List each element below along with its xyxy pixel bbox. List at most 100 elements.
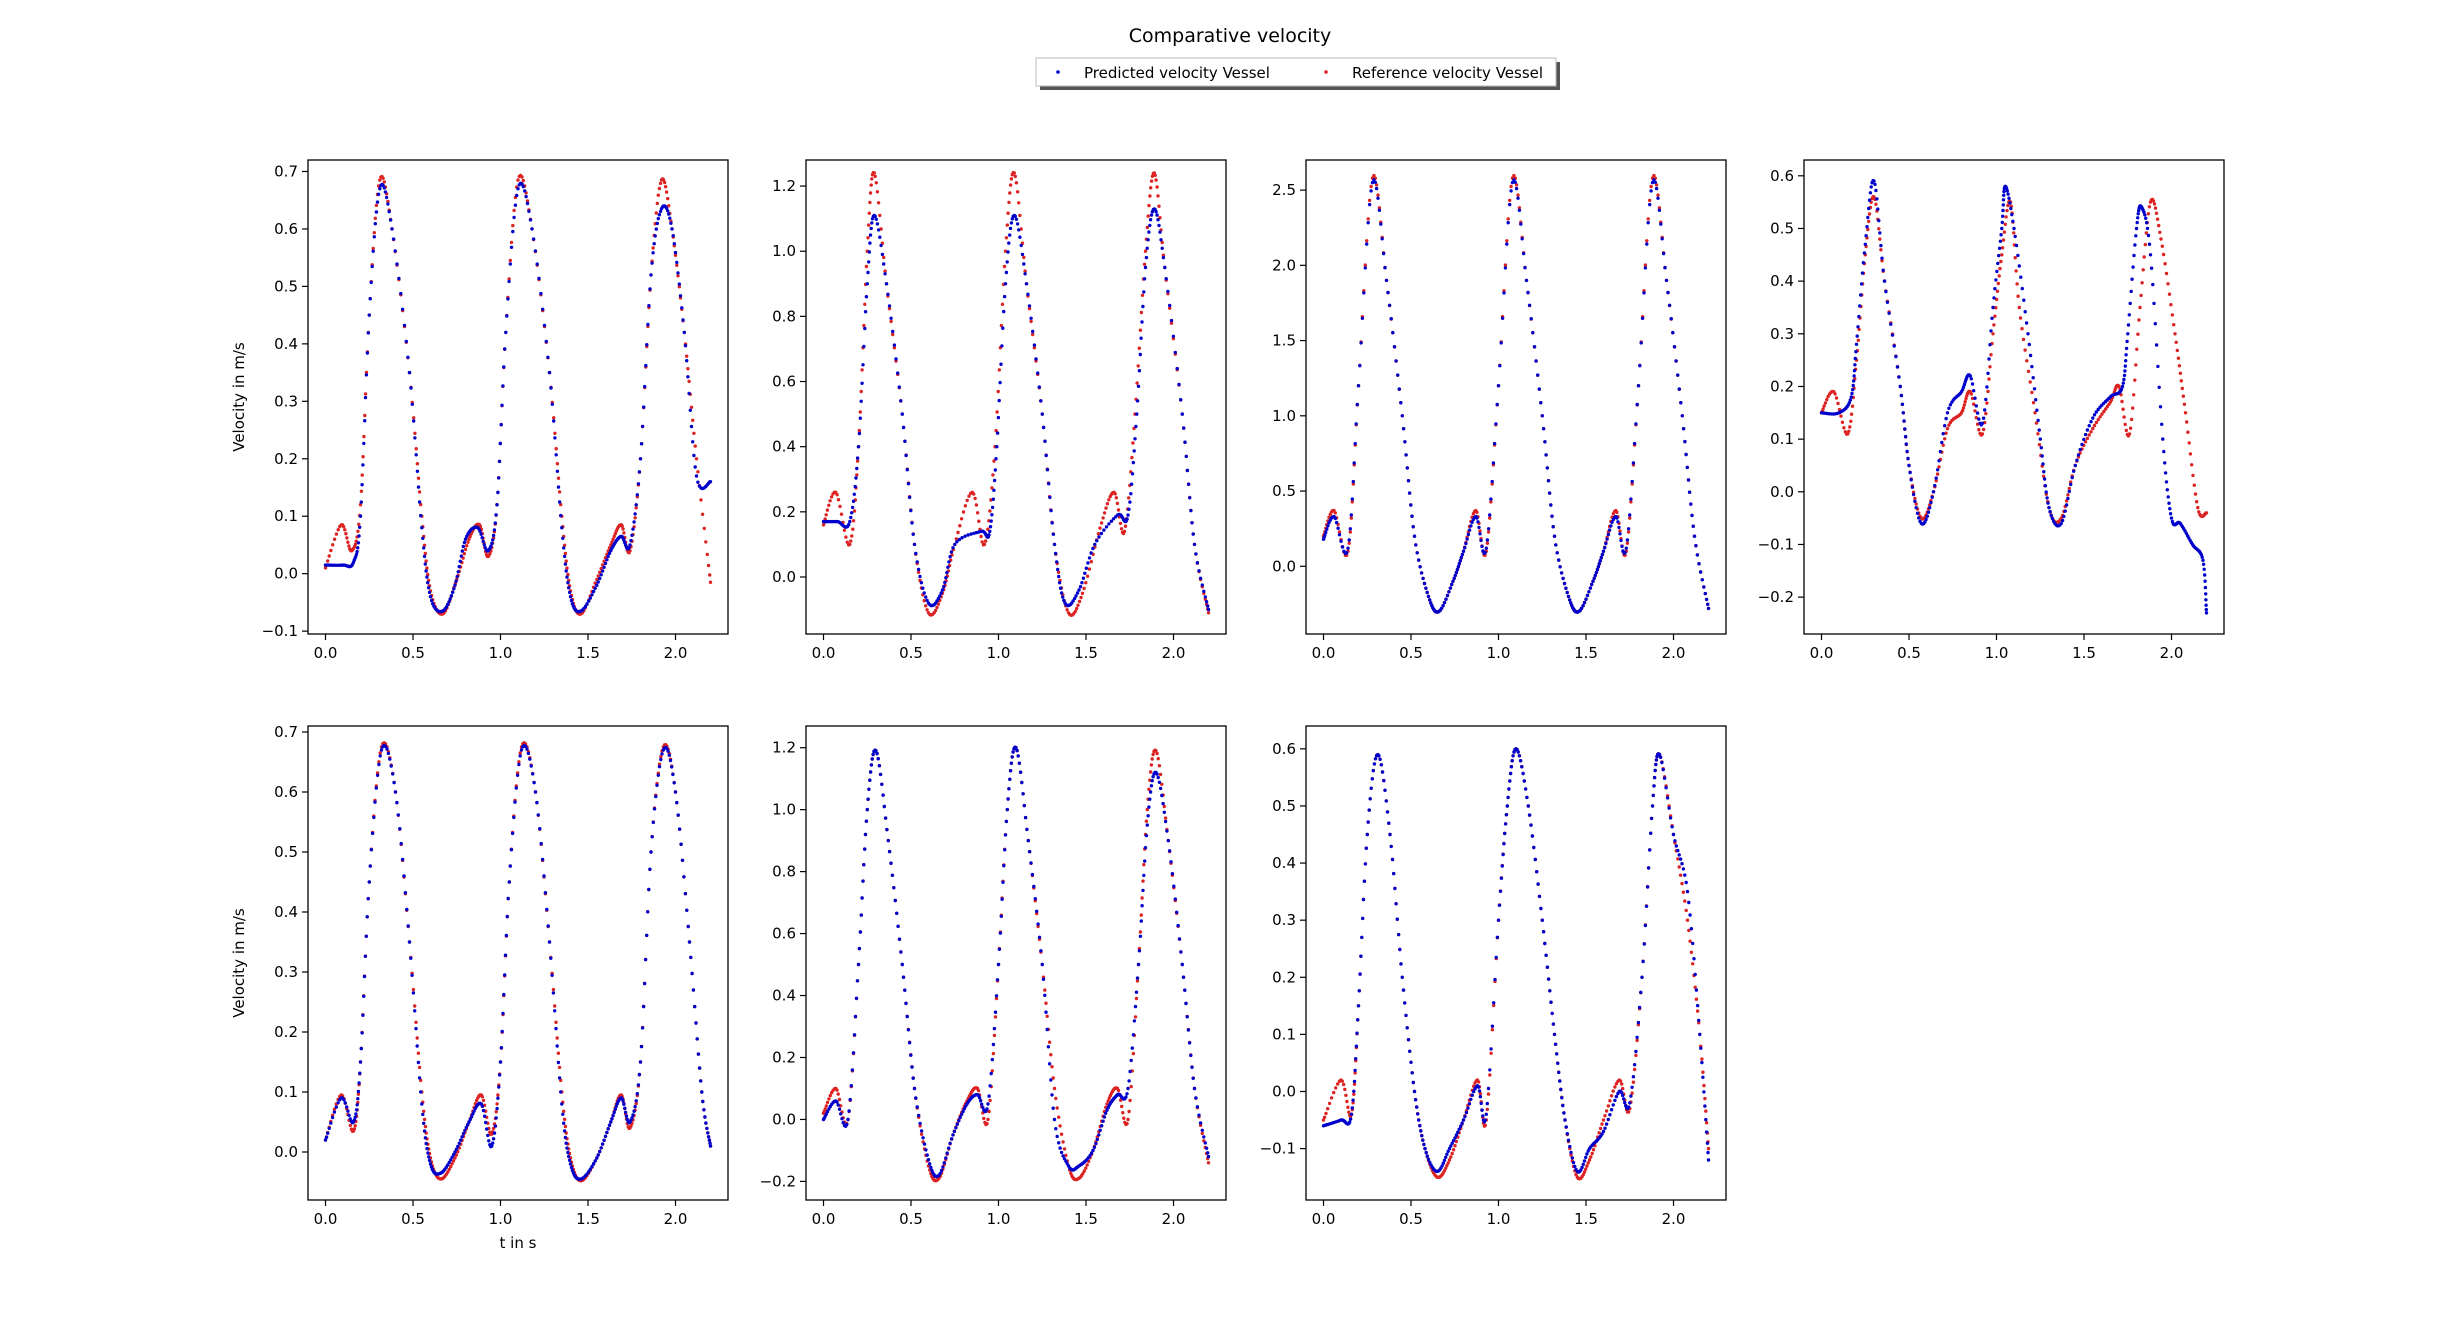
data-point — [410, 973, 414, 977]
data-point — [422, 1109, 426, 1114]
series-reference-dots — [1321, 747, 1711, 1181]
data-point — [876, 201, 881, 205]
y-tick-label: 2.5 — [1272, 181, 1296, 199]
data-point — [1536, 373, 1540, 377]
data-point — [1129, 1084, 1133, 1089]
data-point — [494, 1110, 498, 1114]
data-point — [356, 1092, 361, 1096]
data-point — [1440, 1164, 1444, 1168]
data-point — [994, 996, 999, 1001]
data-point — [1558, 565, 1562, 569]
data-point — [858, 410, 862, 414]
data-point — [2022, 298, 2026, 302]
data-point — [827, 503, 831, 507]
data-point — [1660, 237, 1664, 241]
data-point — [1137, 369, 1142, 373]
data-point — [1945, 411, 1950, 415]
data-point — [1356, 1004, 1361, 1008]
data-point — [2174, 340, 2178, 344]
data-point — [1683, 439, 1687, 444]
data-point — [678, 294, 683, 298]
data-point — [1355, 402, 1360, 407]
data-point — [912, 542, 917, 547]
data-point — [566, 572, 570, 577]
data-point — [593, 586, 597, 590]
data-point — [1523, 266, 1527, 270]
data-point — [645, 343, 649, 347]
data-point — [1416, 1112, 1420, 1116]
data-point — [527, 209, 531, 213]
data-point — [691, 440, 695, 444]
data-point — [1081, 1171, 1085, 1176]
data-point — [1556, 1061, 1560, 1066]
data-point — [1561, 1103, 1565, 1108]
data-point — [1866, 227, 1870, 232]
data-point — [1413, 1098, 1418, 1102]
data-point — [693, 1004, 697, 1009]
data-point — [1140, 320, 1144, 324]
data-point — [1701, 1070, 1705, 1074]
data-point — [421, 536, 425, 540]
data-point — [1203, 595, 1208, 599]
y-tick-label: 0.1 — [274, 507, 298, 525]
data-point — [647, 304, 651, 308]
data-point — [1044, 453, 1048, 458]
data-point — [1095, 539, 1099, 543]
data-point — [1158, 230, 1162, 234]
data-point — [2151, 199, 2156, 203]
data-point — [566, 1150, 570, 1155]
data-point — [622, 531, 626, 535]
data-point — [1492, 1003, 1496, 1008]
data-point — [1498, 889, 1503, 893]
data-point — [591, 589, 596, 594]
data-point — [1694, 988, 1699, 992]
data-point — [2128, 301, 2132, 306]
data-point — [1373, 180, 1378, 184]
data-point — [1903, 434, 1908, 439]
data-point — [1324, 1111, 1328, 1116]
data-point — [634, 503, 638, 507]
data-point — [417, 1065, 422, 1070]
data-point — [1514, 183, 1519, 187]
data-point — [1348, 530, 1353, 534]
data-point — [1149, 186, 1153, 190]
data-point — [2182, 402, 2187, 406]
y-tick-label: −0.1 — [1260, 1140, 1296, 1158]
data-point — [426, 586, 431, 590]
data-point — [990, 486, 994, 490]
data-point — [540, 857, 545, 862]
data-point — [1168, 303, 1172, 308]
data-point — [1454, 570, 1459, 575]
data-point — [1187, 1041, 1192, 1045]
data-point — [553, 1009, 557, 1013]
data-point — [1689, 927, 1694, 931]
data-point — [2190, 463, 2194, 467]
data-point — [1925, 514, 1930, 518]
data-point — [882, 255, 886, 260]
data-point — [1673, 839, 1677, 843]
data-point — [868, 200, 872, 205]
data-point — [399, 841, 403, 846]
data-point — [352, 1118, 357, 1122]
data-point — [844, 535, 848, 539]
data-point — [415, 462, 420, 466]
data-point — [1905, 449, 1909, 454]
data-point — [1202, 589, 1206, 593]
data-point — [1665, 796, 1670, 800]
data-point — [1029, 861, 1033, 865]
data-point — [997, 947, 1002, 951]
data-point — [600, 569, 605, 573]
data-point — [496, 1093, 500, 1097]
data-point — [629, 538, 633, 543]
data-point — [329, 1121, 333, 1125]
data-point — [1973, 396, 1977, 400]
data-point — [633, 512, 637, 516]
data-point — [630, 533, 634, 537]
data-point — [1862, 251, 1867, 255]
data-point — [1639, 990, 1643, 994]
subplot-5: 0.0 0.5 1.0 1.5 2.00.00.10.20.30.40.50.60.7V… — [230, 723, 729, 1252]
data-point — [2168, 512, 2173, 516]
data-point — [980, 540, 984, 544]
data-point — [1008, 769, 1013, 773]
data-point — [1494, 955, 1498, 960]
